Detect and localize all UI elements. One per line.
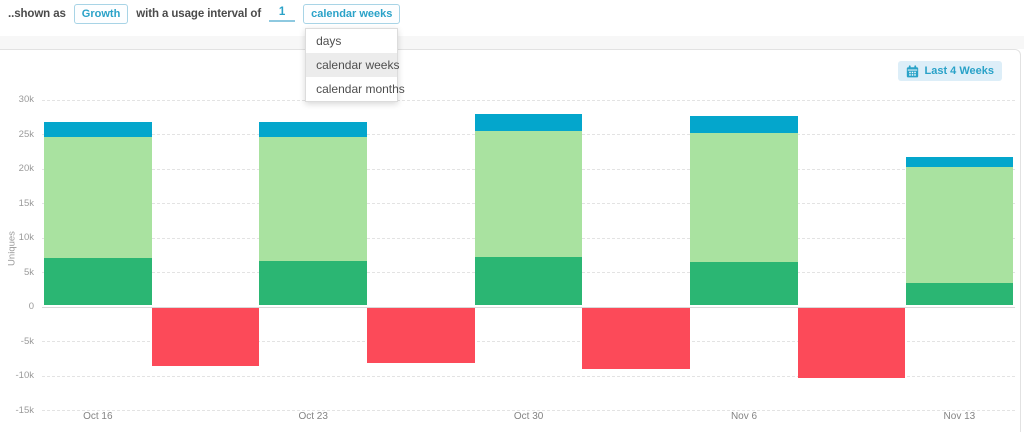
bar-segment-blue-top[interactable] xyxy=(259,121,367,138)
y-axis-tick-label: 5k xyxy=(23,266,34,278)
bar-segment-blue-top[interactable] xyxy=(905,157,1014,167)
date-range-button[interactable]: Last 4 Weeks xyxy=(898,61,1002,81)
bar-segment-blue-top[interactable] xyxy=(690,116,798,133)
interval-unit-dropdown: days calendar weeks calendar months xyxy=(305,28,405,103)
metric-selector-button[interactable]: Growth xyxy=(73,3,129,25)
bar-segment-red-negative[interactable] xyxy=(151,307,260,367)
bar-segment-blue-top[interactable] xyxy=(44,121,152,138)
y-axis-tick-label: 20k xyxy=(18,163,34,174)
zero-axis-line xyxy=(42,306,1015,308)
bar-segment-light-green-middle[interactable] xyxy=(44,137,152,258)
bar-segment-light-green-middle[interactable] xyxy=(905,166,1014,284)
bar-segment-dark-green-bottom[interactable] xyxy=(905,283,1014,306)
bar-segment-dark-green-bottom[interactable] xyxy=(690,262,798,306)
gridline xyxy=(42,375,1015,377)
x-axis-label: Nov 6 xyxy=(730,411,758,422)
y-axis-tick-label: 0 xyxy=(28,301,34,312)
bar-segment-light-green-middle[interactable] xyxy=(690,133,798,263)
y-axis-tick-label: -5k xyxy=(20,335,34,347)
calendar-icon xyxy=(907,64,919,77)
y-axis-tick-label: 30k xyxy=(18,94,34,105)
bar-segment-red-negative[interactable] xyxy=(367,307,475,363)
shown-as-label: ..shown as xyxy=(8,8,66,20)
bar-segment-dark-green-bottom[interactable] xyxy=(259,261,367,306)
gridline xyxy=(42,341,1015,342)
date-range-label: Last 4 Weeks xyxy=(924,65,994,77)
y-axis-tick-label: -15k xyxy=(15,404,34,416)
bar-segment-red-negative[interactable] xyxy=(797,307,906,378)
usage-interval-label: with a usage interval of xyxy=(136,8,262,20)
gridline xyxy=(42,99,1015,101)
y-axis-tick-label: 10k xyxy=(18,232,34,243)
bar-segment-blue-top[interactable] xyxy=(474,113,583,131)
y-axis-tick-label: -10k xyxy=(15,370,34,381)
interval-unit-button[interactable]: calendar weeks xyxy=(303,3,401,25)
bar-segment-red-negative[interactable] xyxy=(582,307,690,369)
x-axis-label: Oct 30 xyxy=(513,411,544,422)
y-axis-tick-label: 25k xyxy=(18,128,34,140)
bar-segment-light-green-middle[interactable] xyxy=(259,137,367,262)
y-axis-tick-label: 15k xyxy=(18,197,34,209)
settings-bar: ..shown as Growth with a usage interval … xyxy=(0,0,1024,103)
dropdown-option-calendar-months[interactable]: calendar months xyxy=(316,82,405,97)
page-background-strip xyxy=(0,36,1024,49)
interval-value-input[interactable] xyxy=(269,6,296,22)
bar-segment-dark-green-bottom[interactable] xyxy=(474,257,583,306)
x-axis-label: Oct 16 xyxy=(83,411,113,422)
x-axis-label: Nov 13 xyxy=(943,411,976,422)
bar-segment-dark-green-bottom[interactable] xyxy=(44,257,152,306)
x-axis-label: Oct 23 xyxy=(298,411,328,422)
dropdown-option-days[interactable]: days xyxy=(316,34,342,49)
gridline xyxy=(42,410,1015,411)
dropdown-option-calendar-weeks[interactable]: calendar weeks xyxy=(306,53,399,78)
bar-segment-light-green-middle[interactable] xyxy=(474,130,583,258)
